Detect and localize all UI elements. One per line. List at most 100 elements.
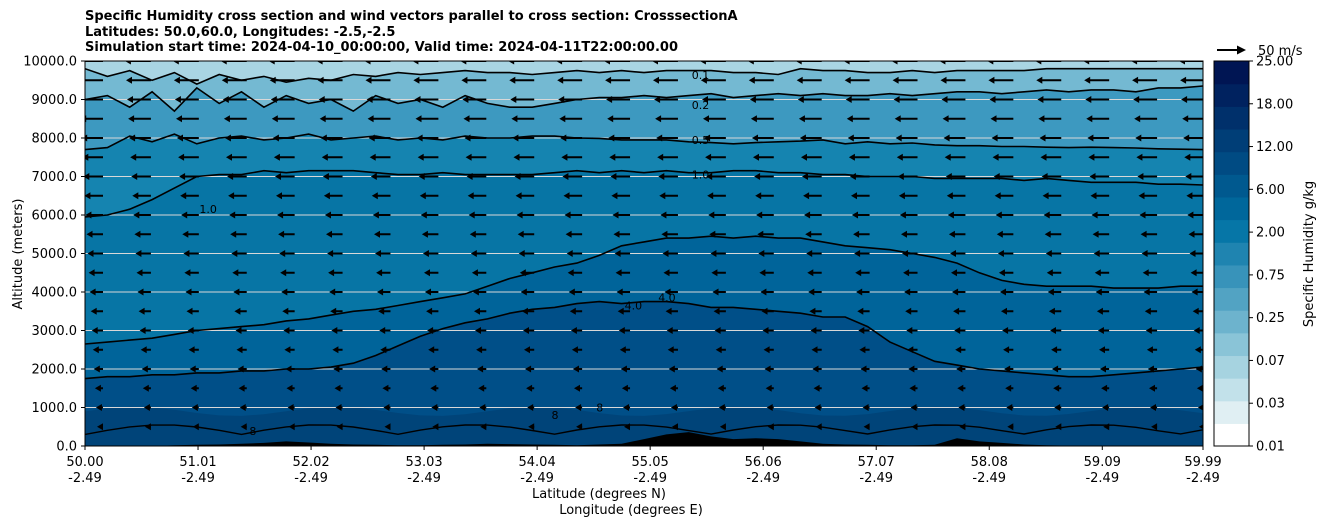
wind-vector (317, 76, 343, 84)
wind-vector-head (1196, 384, 1203, 392)
wind-vector (802, 173, 822, 180)
wind-vector-head (178, 153, 185, 161)
wind-vector-head (997, 250, 1004, 257)
wind-vector-head (183, 250, 190, 257)
wind-vector (513, 153, 535, 161)
wind-vector (367, 115, 391, 123)
wind-vector (191, 404, 199, 411)
wind-vector (811, 346, 822, 354)
wind-vector (857, 307, 870, 315)
wind-vector-head (273, 153, 280, 161)
wind-vector-head (941, 96, 948, 103)
wind-vector (660, 211, 678, 219)
wind-vector (320, 134, 343, 142)
x-tick-label-lat: 58.08 (971, 455, 1008, 470)
wind-vector-head (89, 288, 96, 296)
wind-vector-head (480, 423, 487, 431)
wind-vector-head (327, 250, 334, 257)
wind-vector (89, 288, 103, 296)
wind-vector (223, 115, 247, 123)
wind-vector (229, 211, 247, 219)
wind-vector (1084, 76, 1110, 84)
wind-vector-head (659, 192, 666, 200)
wind-vector (662, 250, 678, 257)
wind-vector (230, 230, 247, 238)
wind-vector (271, 115, 295, 123)
wind-vector-head (942, 115, 949, 123)
wind-vector-head (129, 134, 136, 142)
wind-vector-head (957, 384, 964, 392)
wind-vector (718, 404, 726, 411)
wind-vector (717, 384, 726, 392)
wind-vector-head (910, 404, 917, 411)
wind-vector-head (87, 250, 94, 257)
wind-vector (134, 230, 151, 238)
wind-vector (862, 404, 870, 411)
wind-vector (88, 269, 103, 277)
wind-vector (87, 250, 103, 257)
x-tick-label-lon: -2.49 (1186, 471, 1220, 486)
wind-vector-head (559, 115, 566, 123)
wind-vector-head (801, 153, 807, 161)
wind-vector (478, 384, 487, 392)
wind-vector (281, 288, 295, 296)
x-tick-label-lat: 59.09 (1084, 455, 1121, 470)
x-tick-label-lon: -2.49 (859, 471, 893, 486)
wind-vector (1189, 250, 1203, 257)
wind-vector (187, 327, 199, 334)
wind-vector (431, 404, 439, 411)
wind-vector (93, 365, 103, 373)
wind-vector-head (1188, 230, 1195, 238)
contour-label: 1.0 (199, 203, 217, 216)
wind-vector-head (848, 153, 855, 161)
wind-vector (989, 96, 1014, 103)
wind-vector-head (515, 192, 522, 200)
wind-vector-head (852, 211, 858, 219)
wind-vector (272, 134, 295, 142)
wind-vector-head (509, 76, 516, 84)
wind-vector-head (576, 423, 583, 431)
wind-vector-head (1149, 384, 1155, 392)
wind-vector-head (1139, 211, 1146, 219)
wind-vector (892, 76, 918, 84)
wind-vector (141, 365, 151, 373)
wind-vector (1050, 327, 1062, 334)
wind-vector (956, 365, 966, 373)
wind-vector (1149, 384, 1158, 392)
wind-vector (133, 211, 151, 219)
wind-vector-head (895, 134, 902, 142)
wind-vector (1199, 424, 1203, 430)
wind-vector (854, 250, 870, 257)
wind-vector (415, 115, 439, 123)
wind-vector (894, 115, 918, 123)
wind-vector-head (321, 153, 328, 161)
wind-vector-head (759, 269, 766, 277)
wind-vector-head (756, 211, 763, 219)
wind-vector-head (956, 365, 963, 373)
wind-vector-head (431, 404, 438, 411)
wind-vector-head (513, 153, 520, 161)
wind-vector (804, 211, 822, 219)
colorbar-tick-label: 12.00 (1256, 140, 1293, 155)
wind-vector (711, 269, 726, 277)
wind-vector (907, 346, 918, 354)
wind-vector-head (1086, 115, 1093, 123)
wind-vector-head (468, 211, 475, 219)
wind-vector-head (906, 327, 913, 334)
wind-vector-head (717, 384, 724, 392)
terrain-profile (85, 432, 1203, 446)
wind-vector-head (333, 365, 340, 373)
colorbar-swatch (1214, 400, 1249, 424)
wind-vector (328, 269, 343, 277)
wind-vector (1137, 173, 1158, 180)
wind-vector-head (624, 423, 630, 431)
wind-vector (273, 153, 295, 161)
wind-vector-head (1191, 288, 1198, 296)
wind-vector (326, 230, 343, 238)
wind-vector (378, 307, 391, 315)
wind-vector (621, 384, 631, 392)
wind-vector (1043, 211, 1062, 219)
wind-vector (430, 384, 439, 392)
wind-vector-head (902, 250, 908, 257)
contour-label: 0.5 (692, 134, 710, 147)
